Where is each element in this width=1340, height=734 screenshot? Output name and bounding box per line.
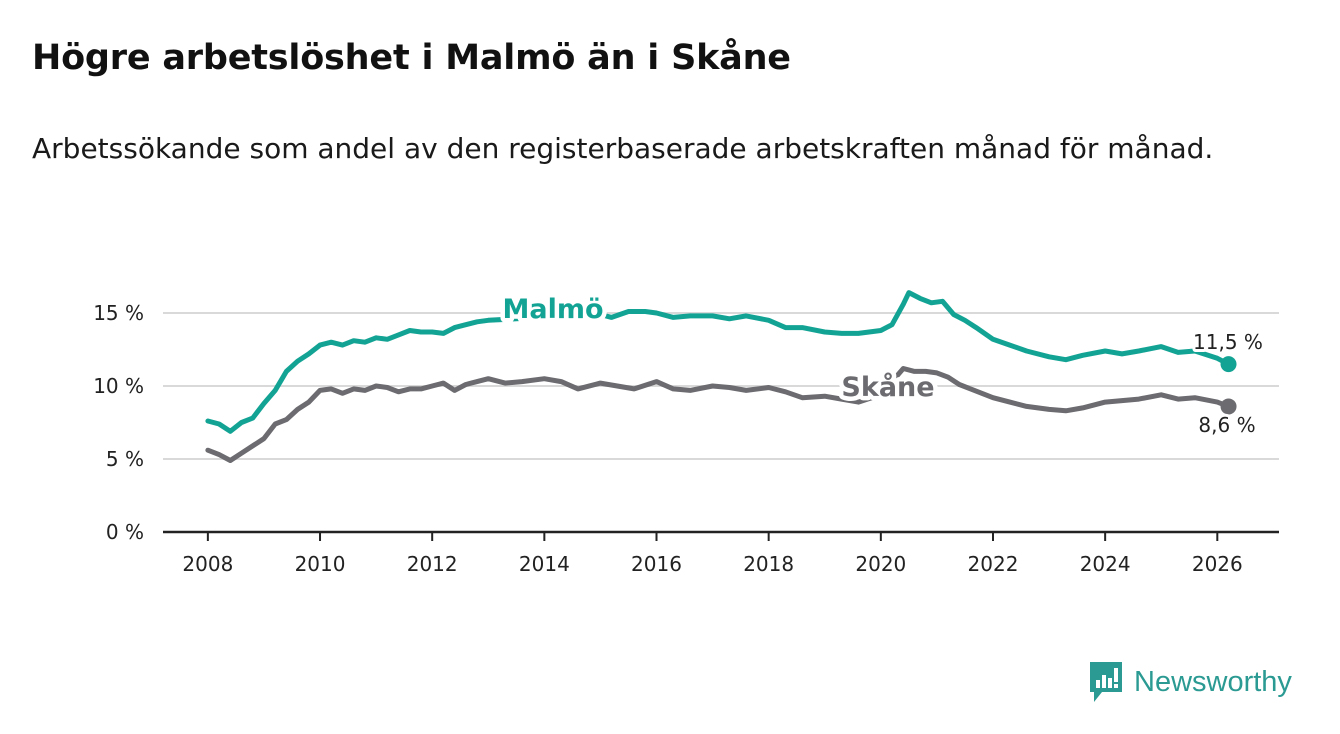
series-label-skane: Skåne [841,371,934,403]
label-layer: Malmö Skåne 11,5 % 8,6 % [498,290,1266,441]
y-tick-label: 5 % [106,447,144,471]
end-label-skane: 8,6 % [1198,413,1255,437]
brand-name: Newsworthy [1134,665,1292,698]
x-tick-label: 2018 [743,552,794,576]
x-tick-label: 2020 [855,552,906,576]
end-point-malmo [1220,356,1237,373]
x-tick-label: 2010 [295,552,346,576]
end-point-skane [1220,398,1237,415]
y-axis: 0 % 5 % 10 % 15 % [93,301,144,544]
newsworthy-logo-icon [1090,662,1122,702]
newsworthy-logo: Newsworthy [1088,660,1292,704]
y-tick-label: 10 % [93,374,144,398]
series-line-skane [205,366,1231,463]
x-tick-label: 2024 [1080,552,1131,576]
series-line-malmo [205,290,1231,434]
x-tick-label: 2014 [519,552,570,576]
x-tick-label: 2016 [631,552,682,576]
page-title: Högre arbetslöshet i Malmö än i Skåne [32,38,791,78]
x-tick-label: 2012 [407,552,458,576]
series-layer [205,290,1237,463]
page-subtitle: Arbetssökande som andel av den registerb… [32,132,1214,165]
x-tick-label: 2026 [1192,552,1243,576]
y-tick-label: 0 % [106,520,144,544]
x-axis: 2008 2010 2012 2014 2016 2018 2020 2022 2024 2026 [163,530,1279,576]
y-tick-label: 15 % [93,301,144,325]
end-label-malmo: 11,5 % [1193,330,1263,354]
x-tick-label: 2022 [968,552,1019,576]
series-label-malmo: Malmö [502,294,603,325]
x-tick-label: 2008 [182,552,233,576]
